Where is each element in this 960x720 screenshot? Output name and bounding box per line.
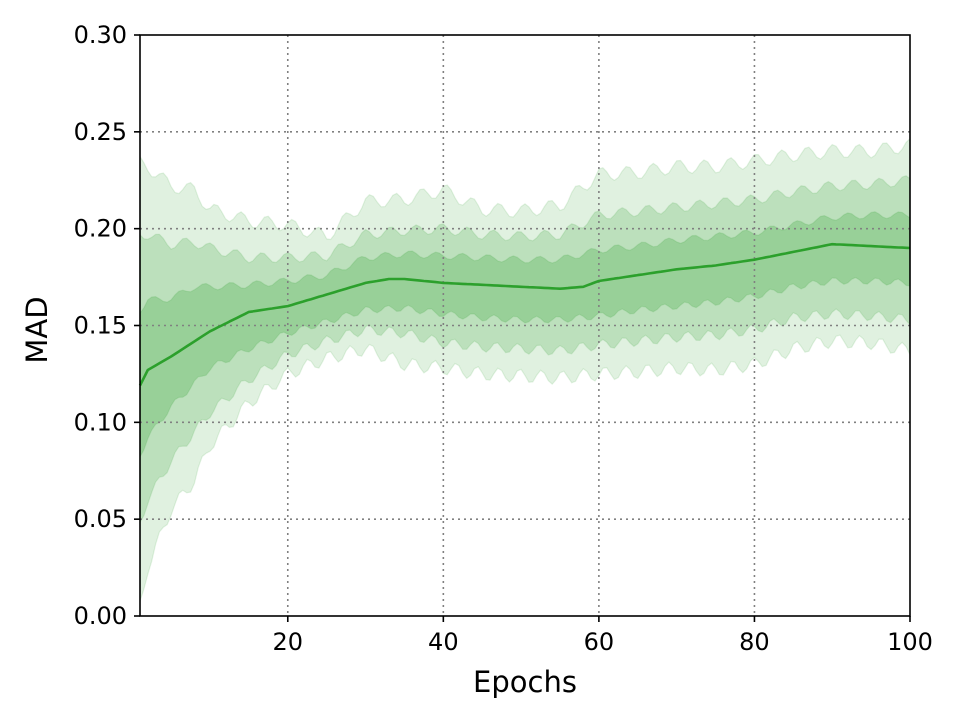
- x-tick-label: 100: [887, 628, 933, 656]
- y-tick-label: 0.10: [74, 408, 127, 436]
- x-tick-label: 60: [584, 628, 615, 656]
- y-tick-label: 0.20: [74, 215, 127, 243]
- x-tick-label: 40: [428, 628, 459, 656]
- x-axis: 20 40 60 80 100: [273, 616, 933, 656]
- y-tick-label: 0.25: [74, 118, 127, 146]
- x-tick-label: 20: [273, 628, 304, 656]
- y-axis-title: MAD: [20, 296, 54, 363]
- series-lines: [138, 242, 911, 387]
- y-axis: 0.00 0.05 0.10 0.15 0.20 0.25 0.30: [74, 21, 140, 630]
- series-line-1: [138, 242, 911, 387]
- confidence-bands: [139, 137, 911, 602]
- grid-lines: [140, 35, 910, 616]
- y-tick-label: 0.30: [74, 21, 127, 49]
- y-tick-label: 0.15: [74, 312, 127, 340]
- y-tick-label: 0.05: [74, 505, 127, 533]
- y-tick-label: 0.00: [74, 602, 127, 630]
- x-tick-label: 80: [739, 628, 770, 656]
- x-axis-title: Epochs: [473, 665, 577, 699]
